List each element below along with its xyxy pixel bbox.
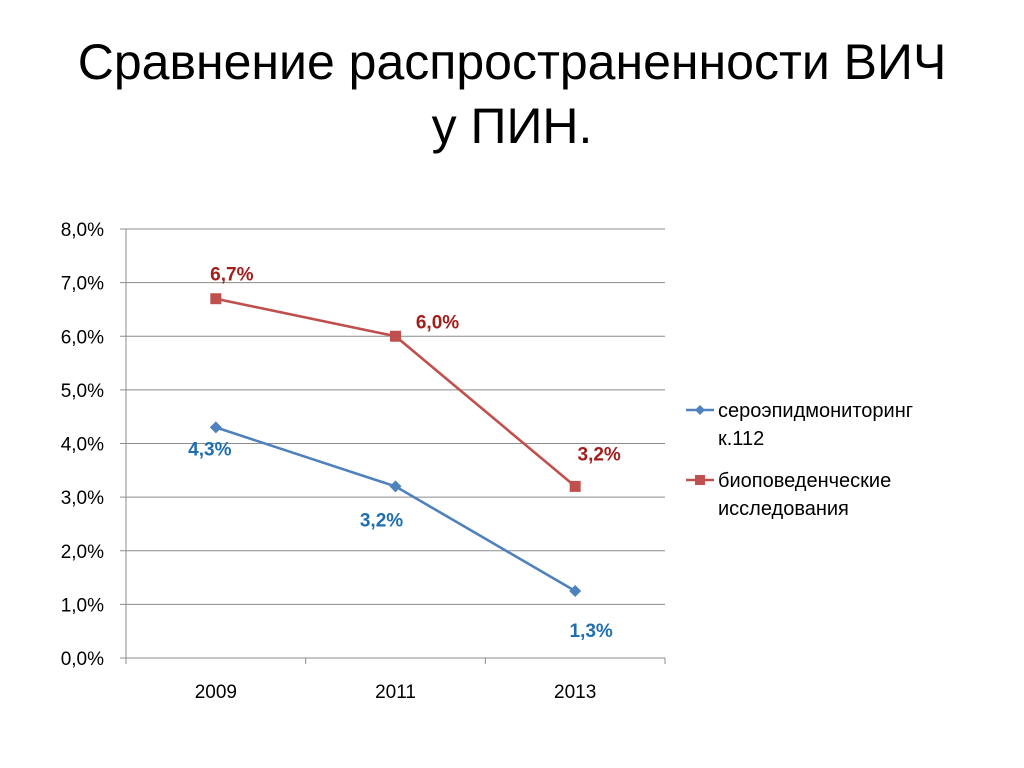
data-point [569, 480, 581, 492]
legend-marker [695, 405, 705, 415]
data-label: 1,3% [570, 621, 613, 642]
data-label: 4,3% [188, 439, 231, 460]
data-point [389, 480, 402, 493]
y-tick-label: 6,0% [61, 327, 104, 348]
data-point [390, 330, 401, 342]
slide-title: Сравнение распространенности ВИЧ у ПИН. [0, 30, 1024, 158]
y-tick-label: 3,0% [61, 488, 104, 509]
legend-label: к.112 [718, 428, 764, 450]
x-tick-label: 2009 [195, 682, 237, 703]
slide-title-line-2: у ПИН. [431, 98, 593, 154]
legend-label: исследования [718, 498, 849, 520]
x-tick-label: 2013 [554, 682, 596, 703]
data-label: 3,2% [578, 444, 621, 465]
legend-label: биоповеденческие [718, 470, 891, 492]
y-tick-label: 8,0% [61, 220, 104, 241]
y-tick-label: 2,0% [61, 542, 104, 563]
slide-title-line-1: Сравнение распространенности ВИЧ [77, 34, 947, 90]
y-tick-label: 0,0% [61, 649, 104, 670]
data-point [210, 293, 222, 305]
series-line [215, 297, 577, 488]
y-tick-label: 1,0% [61, 595, 104, 616]
data-point [569, 584, 582, 597]
data-label: 6,7% [210, 265, 253, 286]
data-label: 3,2% [360, 510, 403, 531]
series-line [215, 426, 576, 593]
data-label: 6,0% [416, 312, 459, 333]
y-tick-label: 4,0% [61, 435, 104, 456]
legend-label: сероэпидмониторинг [718, 400, 913, 422]
legend-marker [695, 475, 705, 485]
y-tick-label: 7,0% [61, 274, 104, 295]
x-tick-label: 2011 [375, 682, 416, 703]
data-point [209, 421, 222, 434]
y-tick-label: 5,0% [61, 381, 104, 402]
